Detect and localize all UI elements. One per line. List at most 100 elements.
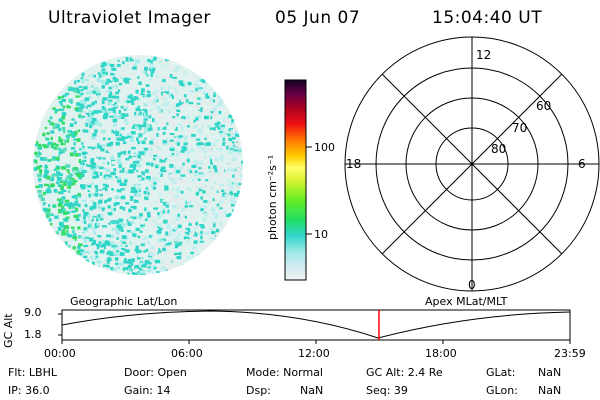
image-pixel bbox=[144, 260, 150, 264]
image-pixel bbox=[147, 151, 150, 154]
image-pixel bbox=[191, 165, 197, 168]
image-pixel bbox=[138, 215, 142, 219]
image-pixel bbox=[165, 204, 169, 208]
image-pixel bbox=[109, 152, 113, 157]
image-pixel bbox=[131, 126, 136, 129]
image-pixel bbox=[174, 227, 178, 231]
image-pixel bbox=[121, 113, 125, 117]
image-pixel bbox=[201, 167, 205, 171]
image-pixel bbox=[143, 121, 147, 125]
image-pixel bbox=[146, 267, 150, 271]
image-pixel bbox=[178, 252, 182, 256]
image-pixel bbox=[69, 173, 72, 176]
image-pixel bbox=[97, 72, 102, 75]
image-pixel bbox=[144, 196, 149, 200]
image-pixel bbox=[192, 231, 195, 235]
image-pixel bbox=[78, 214, 81, 217]
image-pixel bbox=[130, 150, 135, 154]
image-pixel bbox=[113, 202, 117, 207]
image-pixel bbox=[82, 232, 86, 235]
image-pixel bbox=[61, 121, 65, 125]
image-pixel bbox=[107, 205, 111, 209]
image-pixel bbox=[107, 101, 112, 106]
image-pixel bbox=[150, 224, 155, 227]
image-pixel bbox=[110, 155, 114, 160]
image-pixel bbox=[62, 143, 66, 146]
image-pixel bbox=[176, 231, 180, 235]
image-pixel bbox=[193, 94, 199, 99]
image-pixel bbox=[48, 212, 51, 216]
glat-label: GLat: bbox=[486, 366, 516, 379]
image-pixel bbox=[197, 144, 201, 149]
image-pixel bbox=[91, 118, 97, 122]
glat-value: NaN bbox=[538, 366, 562, 379]
image-pixel bbox=[108, 95, 112, 99]
image-pixel bbox=[168, 242, 172, 245]
filter-readout: Flt: LBHL bbox=[8, 366, 57, 379]
image-pixel bbox=[180, 100, 186, 103]
image-pixel bbox=[101, 208, 104, 212]
image-pixel bbox=[82, 162, 85, 166]
image-pixel bbox=[172, 76, 178, 79]
image-pixel bbox=[156, 216, 161, 220]
image-pixel bbox=[138, 81, 142, 86]
image-pixel bbox=[212, 220, 217, 224]
image-pixel bbox=[196, 253, 201, 258]
image-pixel bbox=[153, 233, 158, 237]
image-pixel bbox=[79, 166, 84, 171]
image-pixel bbox=[102, 161, 105, 165]
image-pixel bbox=[44, 170, 49, 174]
image-pixel bbox=[174, 127, 178, 131]
image-pixel bbox=[172, 187, 175, 191]
image-pixel bbox=[205, 119, 211, 123]
image-pixel bbox=[237, 151, 242, 154]
image-pixel bbox=[120, 106, 124, 109]
image-pixel bbox=[165, 231, 169, 236]
image-pixel bbox=[166, 245, 170, 250]
image-pixel bbox=[92, 133, 97, 137]
image-pixel bbox=[165, 112, 171, 115]
image-pixel bbox=[61, 206, 65, 210]
image-pixel bbox=[179, 64, 184, 68]
image-pixel bbox=[205, 107, 209, 112]
image-pixel bbox=[187, 236, 190, 241]
image-pixel bbox=[37, 173, 42, 177]
image-pixel bbox=[86, 156, 92, 159]
image-pixel bbox=[200, 79, 205, 82]
image-pixel bbox=[50, 136, 53, 140]
image-pixel bbox=[236, 187, 240, 190]
image-pixel bbox=[63, 182, 67, 187]
image-pixel bbox=[124, 136, 129, 139]
image-pixel bbox=[179, 153, 184, 156]
image-pixel bbox=[89, 216, 92, 221]
image-pixel bbox=[91, 200, 95, 203]
image-pixel bbox=[130, 190, 136, 193]
image-pixel bbox=[183, 97, 188, 100]
colorbar: 100 10 photon cm⁻²s⁻¹ bbox=[266, 79, 335, 281]
image-pixel bbox=[197, 89, 200, 92]
image-pixel bbox=[122, 61, 125, 65]
image-pixel bbox=[167, 174, 170, 178]
image-pixel bbox=[161, 166, 166, 170]
image-pixel bbox=[108, 174, 112, 178]
image-pixel bbox=[88, 74, 94, 78]
polar-plot bbox=[344, 36, 600, 292]
image-pixel bbox=[160, 209, 163, 213]
image-pixel bbox=[153, 98, 157, 102]
image-pixel bbox=[65, 242, 68, 246]
image-pixel bbox=[193, 120, 196, 123]
image-pixel bbox=[159, 81, 164, 85]
glon-label: GLon: bbox=[486, 384, 518, 397]
image-pixel bbox=[98, 123, 103, 127]
image-pixel bbox=[229, 140, 232, 144]
image-pixel bbox=[88, 164, 93, 168]
image-pixel bbox=[83, 255, 88, 259]
image-pixel bbox=[126, 135, 132, 138]
image-pixel bbox=[86, 247, 90, 251]
image-pixel bbox=[181, 243, 184, 246]
image-pixel bbox=[62, 105, 66, 109]
image-pixel bbox=[144, 207, 147, 212]
image-pixel bbox=[214, 122, 219, 126]
image-pixel bbox=[198, 130, 202, 134]
image-pixel bbox=[75, 196, 78, 201]
